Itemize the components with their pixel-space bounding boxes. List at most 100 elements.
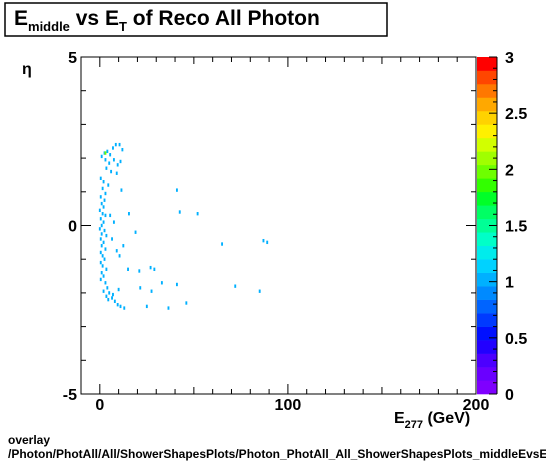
colorbar-tick-label: 1 (505, 275, 514, 292)
heatmap-bin (112, 220, 115, 224)
heatmap-bin (104, 191, 107, 196)
x-axis-title-sub: 277 (405, 419, 423, 431)
colorbar-segment (477, 259, 497, 273)
heatmap-bin (115, 171, 118, 175)
colorbar-tick-label: 2.5 (505, 106, 527, 123)
heatmap-bin (116, 303, 119, 307)
x-axis-title: E277 (GeV) (394, 410, 470, 431)
colorbar-segment (477, 353, 497, 368)
heatmap-bin (123, 306, 126, 310)
heatmap-bin (108, 291, 111, 295)
heatmap-bin (104, 247, 107, 251)
heatmap-bin (178, 210, 181, 214)
heatmap-bin (128, 212, 130, 216)
heatmap-bin (175, 282, 178, 287)
heatmap-bin (103, 228, 106, 233)
title-frame (4, 2, 388, 37)
heatmap-bin (112, 158, 115, 162)
heatmap-bin (134, 230, 137, 234)
title-part-3: of Reco All Photon (127, 7, 320, 30)
colorbar-tick-label: 0 (505, 387, 514, 404)
y-tick-label: 5 (68, 50, 77, 67)
heatmap-bin (100, 232, 103, 236)
heatmap-bin (104, 213, 107, 218)
colorbar-segment (477, 97, 497, 112)
colorbar-segment (477, 272, 497, 287)
colorbar-segment (477, 218, 497, 233)
heatmap-bin (138, 269, 141, 273)
colorbar-segment (477, 110, 497, 125)
y-tick-label: 0 (68, 219, 77, 236)
y-tick-label: -5 (63, 387, 77, 404)
colorbar-segment (477, 137, 497, 152)
heatmap-bin (109, 213, 112, 218)
colorbar-segment (477, 340, 497, 354)
x-axis-title-unit: (GeV) (423, 410, 470, 427)
heatmap-bin (99, 195, 102, 199)
heatmap-bin (99, 250, 102, 255)
heatmap-bin (234, 284, 237, 288)
heatmap-bin (117, 287, 120, 292)
heatmap-bin (100, 270, 103, 275)
heatmap-bin (105, 294, 108, 298)
colorbar-segment (477, 313, 497, 327)
heatmap-bin (262, 238, 265, 243)
heatmap-bins (98, 142, 269, 310)
heatmap-bin (105, 267, 108, 271)
heatmap-bin (113, 299, 116, 304)
heatmap-bin (110, 169, 113, 174)
heatmap-bin (103, 198, 106, 202)
colorbar-segment (477, 164, 497, 179)
heatmap-bin (111, 296, 113, 300)
heatmap-bin (99, 277, 102, 282)
plot-frame (80, 56, 477, 395)
title-box: Emiddle vs ET of Reco All Photon (4, 2, 388, 37)
heatmap-bin (145, 304, 148, 309)
colorbar-segment (477, 124, 497, 139)
heatmap-bin (101, 186, 104, 191)
heatmap-bin (122, 244, 125, 248)
title-sub-1: middle (28, 19, 70, 34)
colorbar-segment (477, 286, 497, 300)
chart-title: Emiddle vs ET of Reco All Photon (14, 7, 320, 34)
x-tick-label: 200 (463, 397, 490, 414)
x-axis-title-main: E (394, 410, 405, 427)
heatmap-bin (167, 306, 170, 310)
heatmap-bin (105, 166, 108, 170)
heatmap-bin (127, 267, 129, 271)
x-axis: 0 100 200 (80, 57, 490, 414)
x-tick-label: 0 (95, 397, 104, 414)
heatmap-bin (103, 257, 106, 261)
colorbar-segment (477, 191, 497, 206)
color-scale-bar: 0 0.5 1 1.5 2 2.5 3 (477, 50, 527, 404)
heatmap-bin (121, 147, 124, 152)
heatmap-bin (100, 244, 103, 248)
heatmap-bin (98, 208, 101, 213)
heatmap-bin (107, 183, 110, 187)
footer-overlay-label: overlay (8, 433, 51, 447)
heatmap-bin (102, 240, 105, 245)
heatmap-bin (107, 297, 110, 302)
heatmap-bin (101, 264, 104, 268)
heatmap-bin (175, 188, 178, 192)
heatmap-bin (101, 254, 104, 258)
colorbar-tick-label: 2 (505, 162, 514, 179)
heatmap-bin (98, 227, 101, 231)
heatmap-bin (112, 292, 114, 297)
heatmap-bin (112, 146, 114, 150)
heatmap-bin (102, 220, 105, 224)
colorbar-segment (477, 205, 497, 220)
colorbar-segment (477, 151, 497, 166)
heatmap-bin (116, 163, 119, 167)
heatmap-bin (100, 201, 103, 206)
heatmap-bin (119, 304, 122, 309)
heatmap-bin (266, 240, 269, 245)
heatmap-bin (111, 237, 113, 241)
y-axis-title: η (22, 61, 32, 78)
heatmap-bin (106, 286, 109, 290)
x-tick-label: 100 (275, 397, 302, 414)
heatmap-bin (99, 176, 102, 181)
heatmap-bin (102, 180, 105, 184)
heatmap-bin (196, 212, 199, 216)
